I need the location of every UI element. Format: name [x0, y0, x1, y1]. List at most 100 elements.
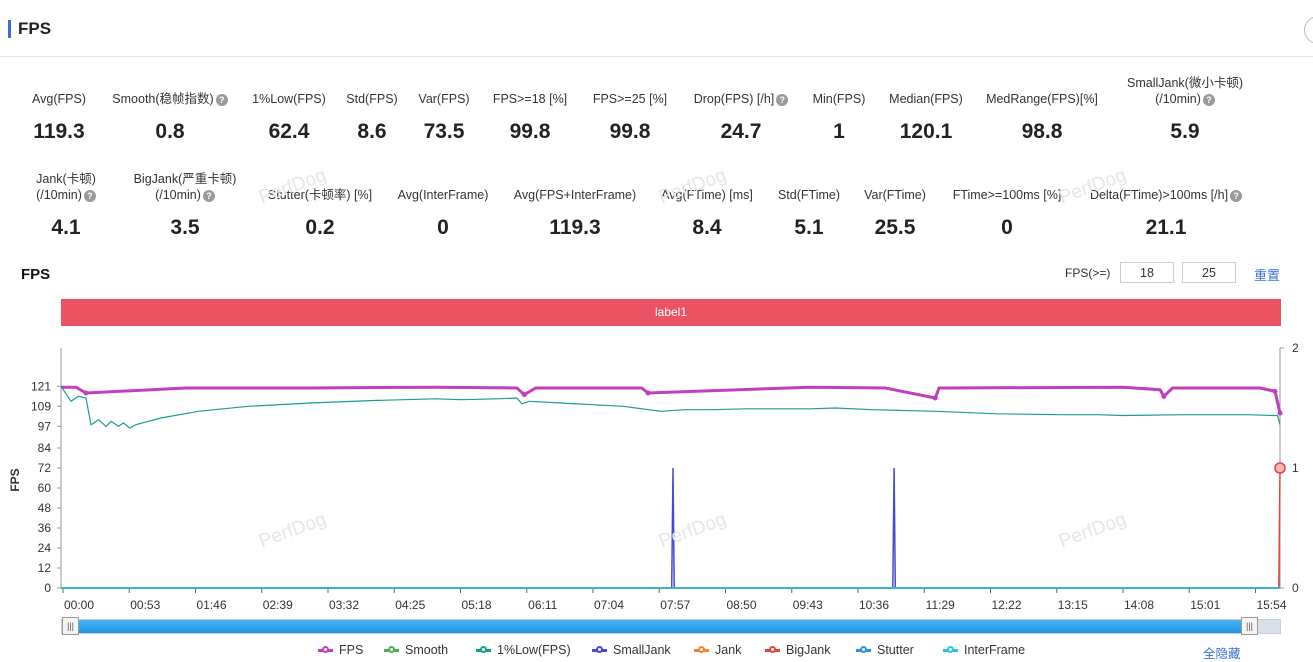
- metric-value: 62.4: [268, 120, 310, 143]
- metric-metrics_row2-4: Avg(FPS+InterFrame) 119.3: [485, 187, 665, 257]
- metric-value: 24.7: [720, 120, 762, 143]
- legend-item-bigjank[interactable]: BigJank: [765, 643, 830, 657]
- metric-value: 99.8: [509, 120, 551, 143]
- x-tick-label: 15:54: [1256, 598, 1286, 612]
- metric-metrics_row1-10: MedRange(FPS)[%] 98.8: [952, 91, 1132, 161]
- metric-label: Delta(FTime)>100ms [/h]: [1089, 188, 1229, 202]
- slider-right-handle[interactable]: |||: [1241, 617, 1258, 635]
- metric-label: Var(FPS): [418, 92, 470, 106]
- y2-tick-label: 1: [1292, 461, 1299, 475]
- x-tick-label: 10:36: [859, 598, 889, 612]
- y-tick-label: 48: [38, 501, 52, 515]
- legend-label: Jank: [715, 643, 742, 657]
- metric-label: Std(FPS): [346, 92, 398, 106]
- help-icon[interactable]: ?: [1230, 189, 1243, 202]
- x-tick-label: 09:43: [793, 598, 823, 612]
- metric-metrics_row2-2: Stutter(卡顿率) [%] 0.2: [230, 187, 410, 257]
- panel-header: FPS: [0, 0, 1313, 57]
- series-line-smalljank: [61, 467, 1280, 589]
- y-tick-label: 36: [38, 521, 52, 535]
- metric-label: Smooth(稳帧指数): [112, 92, 214, 106]
- fps-threshold-input-1[interactable]: [1120, 262, 1174, 283]
- metric-label-unit: (/10min): [1155, 92, 1201, 106]
- legend-swatch: [856, 646, 871, 654]
- slider-left-handle[interactable]: |||: [62, 617, 79, 635]
- metric-label: Jank(卡顿): [36, 172, 96, 186]
- y2-tick-label: 0: [1292, 581, 1299, 595]
- metric-value: 120.1: [899, 120, 953, 143]
- fps-dip-point: [1277, 410, 1283, 416]
- metric-metrics_row1-6: FPS>=25 [%] 99.8: [540, 91, 720, 161]
- fps-dip-point: [1272, 388, 1278, 394]
- help-icon[interactable]: ?: [776, 93, 789, 106]
- x-tick-label: 15:01: [1190, 598, 1220, 612]
- legend-item-smooth[interactable]: Smooth: [384, 643, 448, 657]
- legend-item-stutter[interactable]: Stutter: [856, 643, 914, 657]
- y-tick-label: 97: [38, 419, 52, 433]
- help-icon[interactable]: ?: [215, 93, 228, 106]
- legend-item-fps[interactable]: FPS: [318, 643, 363, 657]
- metric-metrics_row1-1: Smooth(稳帧指数)? 0.8: [80, 91, 260, 161]
- help-icon[interactable]: ?: [83, 189, 96, 202]
- metric-metrics_row2-5: Avg(FTime) [ms] 8.4: [617, 187, 797, 257]
- metric-value: 119.3: [549, 216, 601, 239]
- metric-label: FPS>=18 [%]: [492, 92, 568, 106]
- metric-metrics_row1-8: Min(FPS) 1: [749, 91, 929, 161]
- x-tick-label: 08:50: [726, 598, 756, 612]
- x-tick-label: 00:53: [130, 598, 160, 612]
- metric-label: Min(FPS): [812, 92, 866, 106]
- legend-swatch: [318, 646, 333, 654]
- legend-item-1-low-fps-[interactable]: 1%Low(FPS): [476, 643, 571, 657]
- legend-item-jank[interactable]: Jank: [694, 643, 741, 657]
- reset-link[interactable]: 重置: [1254, 268, 1281, 283]
- metric-metrics_row2-3: Avg(InterFrame) 0: [353, 187, 533, 257]
- legend-swatch: [476, 646, 491, 654]
- x-tick-label: 14:08: [1124, 598, 1154, 612]
- label-bar[interactable]: label1: [61, 299, 1281, 326]
- y-tick-label: 121: [31, 379, 51, 393]
- metric-label-unit: (/10min): [36, 188, 82, 202]
- legend-label: Smooth: [405, 643, 449, 657]
- legend-swatch: [765, 646, 780, 654]
- metric-metrics_row1-5: FPS>=18 [%] 99.8: [440, 91, 620, 161]
- metric-metrics_row1-11: SmallJank(微小卡顿) (/10min)? 5.9: [1095, 75, 1275, 145]
- metric-value: 0.8: [155, 120, 185, 143]
- help-icon[interactable]: ?: [1202, 93, 1215, 106]
- legend-item-smalljank[interactable]: SmallJank: [592, 643, 671, 657]
- metric-metrics_row2-7: Var(FTime) 25.5: [805, 187, 985, 257]
- metric-metrics_row1-4: Var(FPS) 73.5: [354, 91, 534, 161]
- fps-filter-label: FPS(>=): [1065, 266, 1111, 280]
- metric-label: Stutter(卡顿率) [%]: [267, 188, 373, 202]
- x-tick-label: 11:29: [926, 598, 955, 612]
- series-line-fps: [61, 385, 1282, 414]
- y-tick-label: 72: [38, 461, 52, 475]
- header-accent-bar: [8, 20, 11, 38]
- chart-title: FPS: [21, 266, 51, 283]
- legend-label: BigJank: [786, 643, 831, 657]
- legend-label: Stutter: [877, 643, 914, 657]
- metric-value: 119.3: [33, 120, 85, 143]
- fps-dip-point: [1161, 393, 1167, 399]
- metric-metrics_row1-3: Std(FPS) 8.6: [282, 91, 462, 161]
- metric-label: 1%Low(FPS): [252, 92, 326, 106]
- legend-item-interframe[interactable]: InterFrame: [943, 643, 1025, 657]
- fps-dip-point: [521, 392, 527, 398]
- time-range-selection[interactable]: [70, 620, 1250, 633]
- fps-threshold-input-2[interactable]: [1182, 262, 1236, 283]
- legend-label: SmallJank: [613, 643, 671, 657]
- bigjank-point: [1274, 462, 1286, 474]
- legend-swatch: [384, 646, 399, 654]
- metric-metrics_row1-2: 1%Low(FPS) 62.4: [199, 91, 379, 161]
- x-tick-label: 05:18: [461, 598, 491, 612]
- metric-value: 73.5: [423, 120, 465, 143]
- y-tick-label: 0: [44, 581, 51, 595]
- metric-value: 98.8: [1021, 120, 1063, 143]
- hide-all-link[interactable]: 全隐藏: [1203, 647, 1241, 661]
- metric-value: 5.9: [1170, 120, 1200, 143]
- metric-value: 8.4: [692, 216, 722, 239]
- help-icon[interactable]: ?: [202, 189, 215, 202]
- x-tick-label: 07:57: [660, 598, 690, 612]
- metric-label: FTime>=100ms [%]: [952, 188, 1062, 202]
- metric-value: 1: [833, 120, 845, 143]
